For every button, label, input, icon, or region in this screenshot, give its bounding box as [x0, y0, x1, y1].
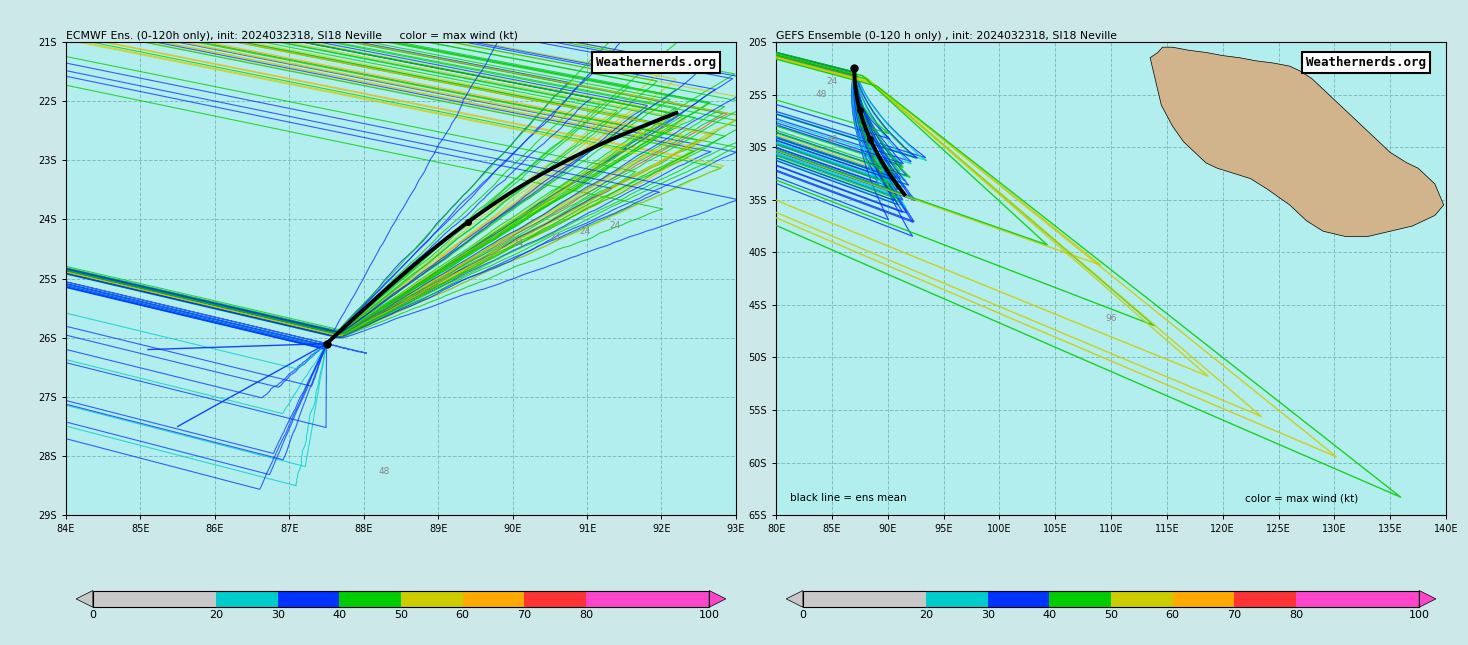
Text: 40: 40	[332, 610, 346, 620]
Text: Weathernerds.org: Weathernerds.org	[596, 56, 716, 69]
Text: 30: 30	[981, 610, 995, 620]
Bar	[1235, 591, 1296, 607]
Bar	[926, 591, 988, 607]
Text: 24: 24	[550, 233, 561, 242]
Bar	[524, 591, 586, 607]
Polygon shape	[1149, 47, 1443, 237]
Text: 96: 96	[1105, 313, 1117, 322]
Bar	[339, 591, 401, 607]
Bar	[216, 591, 277, 607]
Text: 50: 50	[393, 610, 408, 620]
Bar	[1111, 591, 1173, 607]
Text: 30: 30	[270, 610, 285, 620]
Bar	[92, 591, 216, 607]
Text: Weathernerds.org: Weathernerds.org	[1307, 56, 1425, 69]
Text: color = max wind (kt): color = max wind (kt)	[1245, 493, 1358, 503]
Bar	[586, 591, 709, 607]
Text: black line = ens mean: black line = ens mean	[790, 493, 906, 503]
Text: 48: 48	[826, 135, 838, 144]
Text: 100: 100	[699, 610, 719, 620]
Text: 60: 60	[455, 610, 470, 620]
Text: 70: 70	[517, 610, 531, 620]
Text: 24: 24	[826, 77, 838, 86]
Text: 24: 24	[609, 221, 621, 230]
Text: 80: 80	[578, 610, 593, 620]
Bar	[1296, 591, 1420, 607]
FancyArrow shape	[787, 591, 803, 607]
Text: GEFS Ensemble (0-120 h only) , init: 2024032318, SI18 Neville: GEFS Ensemble (0-120 h only) , init: 202…	[777, 31, 1117, 41]
Text: 24: 24	[512, 239, 524, 248]
Bar	[277, 591, 339, 607]
Text: ECMWF Ens. (0-120h only), init: 2024032318, SI18 Neville     color = max wind (k: ECMWF Ens. (0-120h only), init: 20240323…	[66, 31, 518, 41]
Bar	[1173, 591, 1235, 607]
Bar	[401, 591, 462, 607]
Bar	[1050, 591, 1111, 607]
FancyArrow shape	[1420, 591, 1436, 607]
Text: 60: 60	[1166, 610, 1180, 620]
Text: 0: 0	[800, 610, 806, 620]
Text: 48: 48	[379, 467, 390, 476]
Bar	[462, 591, 524, 607]
Text: 80: 80	[1289, 610, 1304, 620]
Bar	[92, 591, 709, 607]
Text: 20: 20	[919, 610, 934, 620]
Text: 100: 100	[1409, 610, 1430, 620]
FancyArrow shape	[76, 591, 92, 607]
Text: 50: 50	[1104, 610, 1119, 620]
Text: 20: 20	[208, 610, 223, 620]
Bar	[988, 591, 1050, 607]
Bar	[803, 591, 1420, 607]
Text: 24: 24	[580, 227, 592, 236]
FancyArrow shape	[709, 591, 725, 607]
Text: 48: 48	[815, 90, 826, 99]
Bar	[803, 591, 926, 607]
Text: 0: 0	[90, 610, 97, 620]
Text: 40: 40	[1042, 610, 1057, 620]
Text: 70: 70	[1227, 610, 1242, 620]
